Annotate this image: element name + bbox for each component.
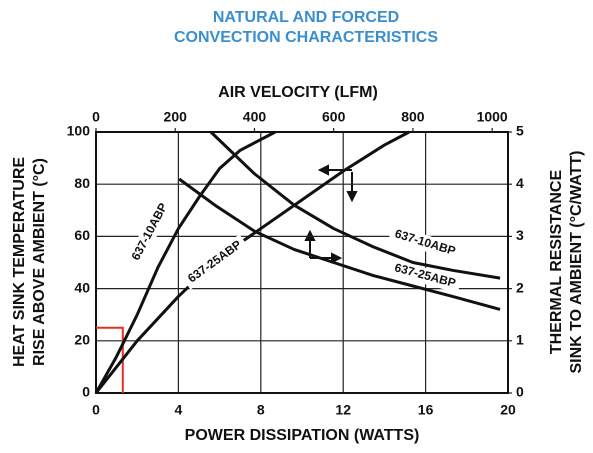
- y2-tick-label: 5: [516, 123, 524, 139]
- series-label-bg: [388, 224, 462, 262]
- y2-tick-label: 2: [516, 279, 524, 295]
- x2-tick-label: 400: [243, 109, 267, 125]
- y2-tick-label: 3: [516, 227, 524, 243]
- y-tick-label: 0: [82, 384, 90, 400]
- y2-axis-title: SINK TO AMBIENT (°C/WATT): [568, 151, 585, 374]
- chart-title: CONVECTION CHARACTERISTICS: [174, 29, 438, 46]
- y2-tick-label: 0: [516, 384, 524, 400]
- x2-axis-title: AIR VELOCITY (LFM): [218, 84, 378, 101]
- y-tick-label: 20: [74, 332, 90, 348]
- series-line: [94, 130, 276, 394]
- series-line: [178, 177, 501, 311]
- x-tick-label: 20: [500, 402, 516, 418]
- y-axis-title: HEAT SINK TEMPERATURE: [11, 157, 28, 367]
- y2-tick-label: 1: [516, 332, 524, 348]
- x-tick-label: 4: [175, 402, 183, 418]
- chart-title: NATURAL AND FORCED: [213, 9, 399, 26]
- highlight: [96, 326, 124, 393]
- series-label-bg: [388, 258, 462, 294]
- series-line: [94, 130, 410, 394]
- y-tick-label: 80: [74, 175, 90, 191]
- y-tick-label: 40: [74, 279, 90, 295]
- x2-tick-label: 200: [164, 109, 188, 125]
- x2-tick-label: 600: [322, 109, 346, 125]
- x2-tick-label: 1000: [477, 109, 508, 125]
- plot-frame: [95, 131, 509, 394]
- series-label-bg: [126, 196, 174, 268]
- y-tick-label: 100: [67, 123, 91, 139]
- y-axis-title: RISE ABOVE AMBIENT (°C): [31, 158, 48, 366]
- x-tick-label: 12: [335, 402, 351, 418]
- x-tick-label: 8: [257, 402, 265, 418]
- series-label-bg: [181, 234, 249, 290]
- y2-tick-label: 4: [516, 175, 524, 191]
- x-axis-title: POWER DISSIPATION (WATTS): [185, 427, 420, 444]
- x2-tick-label: 800: [401, 109, 425, 125]
- y2-axis-title: THERMAL RESISTANCE: [548, 170, 565, 355]
- series-label: 637-25ABP: [185, 237, 244, 285]
- y-tick-label: 60: [74, 227, 90, 243]
- x-tick-label: 0: [92, 402, 100, 418]
- x2-tick-label: 0: [92, 109, 100, 125]
- series-line: [209, 130, 501, 280]
- x-tick-label: 16: [418, 402, 434, 418]
